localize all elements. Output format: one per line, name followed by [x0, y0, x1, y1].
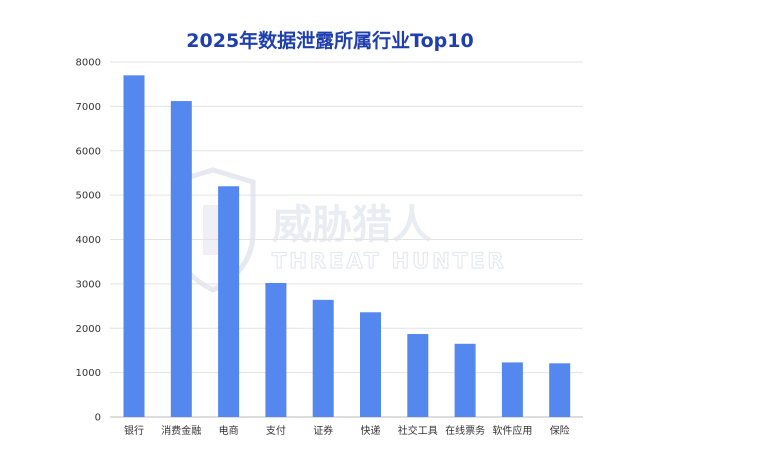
watermark-en: THREAT HUNTER	[272, 249, 507, 273]
x-tick-label: 支付	[266, 424, 286, 437]
x-tick-label: 保险	[550, 424, 570, 437]
y-axis: 0 1000 2000 3000 4000 5000 6000 7000 8000	[76, 58, 101, 424]
bar	[501, 362, 523, 417]
bar	[549, 363, 571, 417]
y-tick-label: 5000	[76, 191, 101, 202]
y-tick-label: 4000	[76, 235, 101, 246]
x-tick-label: 快递	[361, 424, 381, 437]
bar	[407, 334, 429, 417]
bar	[312, 299, 334, 417]
bar	[360, 312, 381, 417]
y-tick-label: 0	[95, 413, 101, 424]
bar	[123, 75, 145, 417]
y-tick-label: 6000	[76, 146, 101, 157]
y-tick-label: 3000	[76, 279, 101, 290]
y-tick-label: 7000	[76, 102, 101, 113]
x-tick-label: 在线票务	[445, 424, 485, 437]
bar	[218, 186, 240, 417]
x-tick-label: 证券	[313, 424, 333, 437]
chart-title: 2025年数据泄露所属行业Top10	[186, 30, 474, 52]
x-tick-label: 社交工具	[398, 424, 438, 437]
y-tick-label: 8000	[76, 58, 101, 69]
bars-layer	[123, 75, 571, 418]
x-tick-label: 消费金融	[161, 424, 201, 437]
x-tick-label: 电商	[219, 424, 239, 437]
y-tick-label: 2000	[76, 324, 101, 335]
y-tick-label: 1000	[76, 368, 101, 379]
x-axis: 银行 消费金融 电商 支付 证券 快递 社交工具 在线票务 软件应用 保险	[124, 424, 570, 437]
x-tick-label: 软件应用	[492, 424, 532, 437]
watermark-cn: 威胁猎人	[272, 202, 432, 248]
x-tick-label: 银行	[124, 424, 144, 437]
bar	[265, 282, 287, 417]
bar	[454, 343, 476, 417]
watermark: 威胁猎人 THREAT HUNTER	[170, 167, 507, 293]
bar	[170, 101, 192, 418]
